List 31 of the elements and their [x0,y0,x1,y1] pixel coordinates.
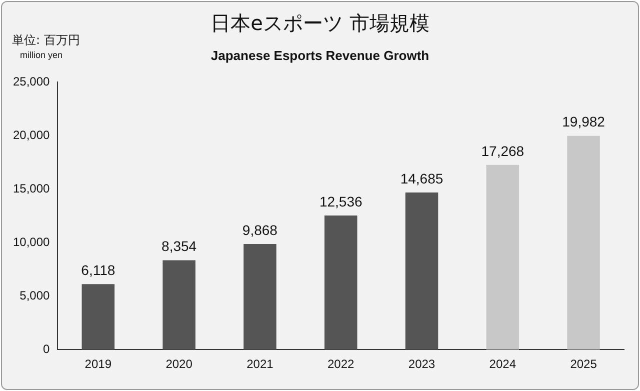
bar [567,136,600,350]
chart-title: 日本eスポーツ 市場規模 [210,11,430,35]
data-label: 12,536 [319,193,362,210]
bar [244,244,276,350]
y-tick-label: 25,000 [13,74,50,89]
bar [486,164,520,350]
data-label: 19,982 [562,114,606,130]
data-label: 17,268 [481,142,524,159]
x-tick-label: 2022 [328,357,355,372]
x-tick-label: 2019 [84,357,112,372]
bar [162,260,196,350]
data-label: 14,685 [400,170,444,186]
chart-subtitle: Japanese Esports Revenue Growth [210,48,430,63]
data-label: 9,868 [242,222,278,238]
bar [82,284,115,350]
x-tick-label: 2020 [166,357,193,372]
x-tick-label: 2023 [408,357,436,372]
y-axis-title: 単位: 百万円 [12,32,80,49]
text: million yen [20,50,63,60]
x-tick-label: 2021 [246,357,274,372]
bar [405,192,438,350]
y-tick-label: 0 [43,342,50,356]
y-tick-label: 15,000 [13,181,50,196]
x-tick-label: 2025 [570,357,598,372]
y-tick-label: 20,000 [13,128,50,142]
data-label: 6,118 [81,262,116,278]
y-tick-label: 10,000 [13,234,50,249]
x-tick-label: 2024 [489,357,516,372]
bar [324,216,358,350]
data-label: 8,354 [162,238,197,254]
y-tick-label: 5,000 [20,288,50,302]
